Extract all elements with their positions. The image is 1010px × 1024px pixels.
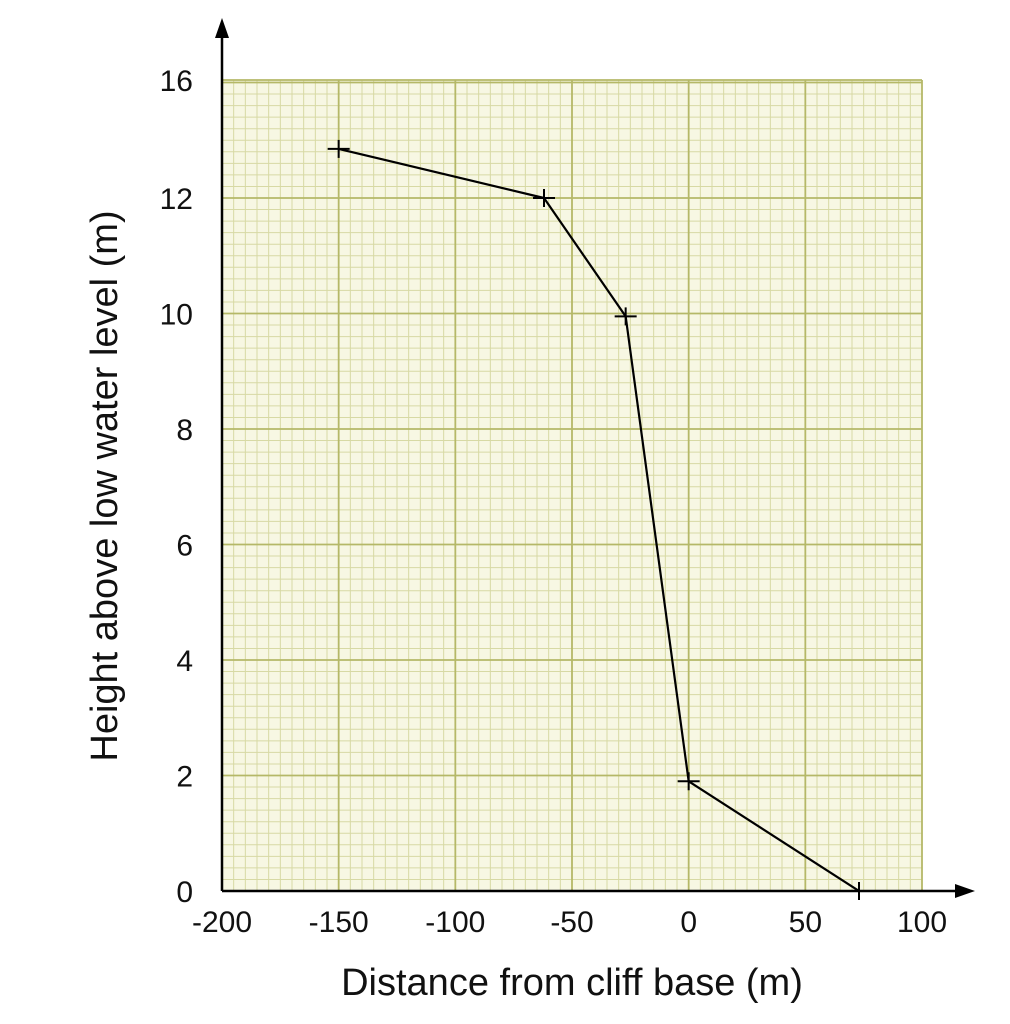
y-axis-arrow-icon (215, 18, 229, 38)
axes (215, 18, 975, 898)
x-axis-title: Distance from cliff base (m) (341, 962, 803, 1004)
x-tick-label: 0 (680, 906, 697, 939)
y-tick-label: 0 (176, 876, 193, 909)
y-tick-label: 6 (176, 530, 193, 563)
x-tick-labels: -200 -150 -100 -50 0 50 100 (192, 906, 947, 939)
x-axis-arrow-icon (955, 884, 975, 898)
x-tick-label: -100 (425, 906, 485, 939)
y-tick-label: 10 (160, 299, 193, 332)
y-tick-label: 2 (176, 761, 193, 794)
x-tick-label: -50 (550, 906, 593, 939)
y-tick-labels: 0 2 4 6 8 10 12 16 (160, 65, 193, 909)
data-series (327, 139, 870, 900)
x-tick-label: 50 (789, 906, 822, 939)
y-tick-label: 12 (160, 183, 193, 216)
x-tick-label: -200 (192, 906, 252, 939)
y-tick-label: 16 (160, 65, 193, 98)
y-axis-title: Height above low water level (m) (84, 210, 126, 761)
x-tick-label: -150 (309, 906, 369, 939)
y-tick-label: 4 (176, 645, 193, 678)
y-tick-label: 8 (176, 414, 193, 447)
x-tick-label: 100 (897, 906, 947, 939)
major-gridlines (221, 79, 923, 892)
